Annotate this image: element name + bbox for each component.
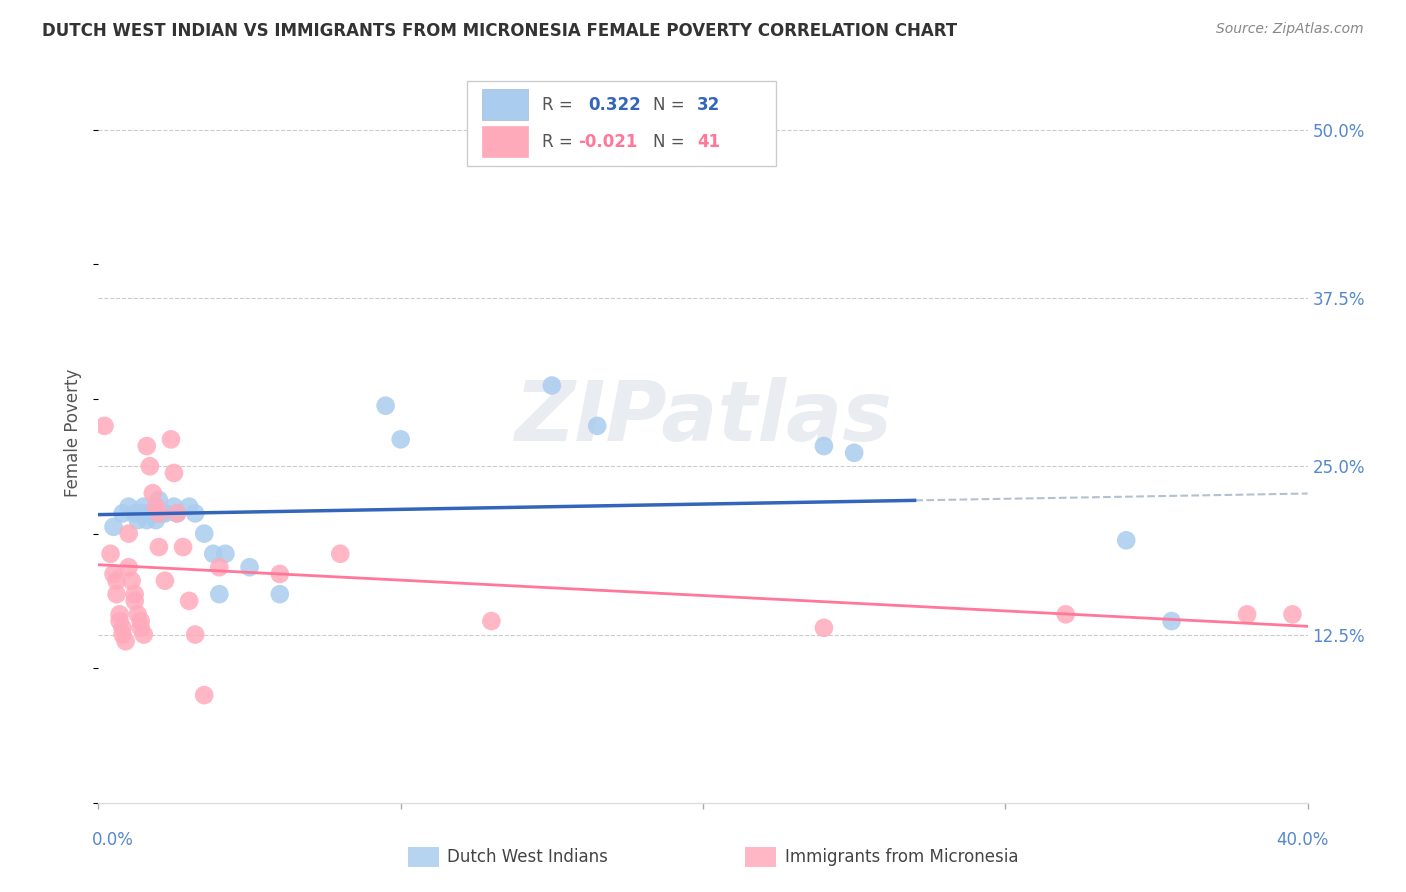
Point [129,614,152,628]
Point [108,607,131,622]
Point [100,547,122,561]
Point [208,560,231,574]
Point [202,547,225,561]
Point [93,418,115,433]
Text: 41: 41 [697,133,720,151]
Text: DUTCH WEST INDIAN VS IMMIGRANTS FROM MICRONESIA FEMALE POVERTY CORRELATION CHART: DUTCH WEST INDIAN VS IMMIGRANTS FROM MIC… [42,22,957,40]
Text: R =: R = [543,133,578,151]
Point [172,540,194,554]
Text: 40.0%: 40.0% [1277,831,1329,849]
Point [145,513,167,527]
Point [145,500,167,514]
Point [1160,614,1182,628]
Point [103,520,125,534]
Text: 0.0%: 0.0% [91,831,134,849]
Point [142,486,165,500]
Point [111,507,134,521]
Point [813,439,835,453]
Point [239,560,262,574]
Point [118,500,141,514]
Point [1281,607,1303,622]
Point [129,507,152,521]
Point [1054,607,1077,622]
Point [127,513,149,527]
Point [269,587,291,601]
FancyBboxPatch shape [482,126,527,157]
Point [214,547,236,561]
Point [124,507,146,521]
Point [132,500,155,514]
Point [127,607,149,622]
Point [208,587,231,601]
Point [135,439,157,453]
Point [103,566,125,581]
Point [124,587,146,601]
Point [148,507,170,521]
Point [124,594,146,608]
Point [139,459,162,474]
Point [163,466,186,480]
Point [148,492,170,507]
Text: 0.322: 0.322 [588,95,641,113]
Text: N =: N = [654,133,690,151]
Point [193,526,215,541]
Point [132,627,155,641]
Text: Immigrants from Micronesia: Immigrants from Micronesia [785,848,1018,866]
Point [184,627,207,641]
Point [540,378,562,392]
Point [108,614,131,628]
Point [1236,607,1258,622]
Point [166,507,188,521]
Text: Source: ZipAtlas.com: Source: ZipAtlas.com [1216,22,1364,37]
Point [374,399,396,413]
Point [129,621,152,635]
Text: Dutch West Indians: Dutch West Indians [447,848,607,866]
Point [118,526,141,541]
Point [184,507,207,521]
Text: ZIPatlas: ZIPatlas [515,377,891,458]
Point [163,500,186,514]
Point [114,634,136,648]
Text: 32: 32 [697,95,720,113]
Point [481,614,503,628]
FancyBboxPatch shape [482,89,527,120]
Point [105,574,128,588]
Point [135,507,157,521]
Text: N =: N = [654,95,690,113]
Point [160,433,183,447]
Text: -0.021: -0.021 [578,133,638,151]
Point [586,418,609,433]
Point [105,587,128,601]
Point [1115,533,1137,548]
Point [111,627,134,641]
Point [269,566,291,581]
Point [118,560,141,574]
Point [148,540,170,554]
Point [111,621,134,635]
Point [389,433,412,447]
Y-axis label: Female Poverty: Female Poverty [65,368,83,497]
Point [844,446,866,460]
FancyBboxPatch shape [467,81,776,166]
Point [135,513,157,527]
Point [142,507,165,521]
Point [153,507,176,521]
Point [121,574,143,588]
Point [153,574,176,588]
Point [150,507,173,521]
Point [813,621,835,635]
Point [329,547,352,561]
Point [193,688,215,702]
Point [179,594,201,608]
Point [179,500,201,514]
Point [166,507,188,521]
Text: R =: R = [543,95,578,113]
